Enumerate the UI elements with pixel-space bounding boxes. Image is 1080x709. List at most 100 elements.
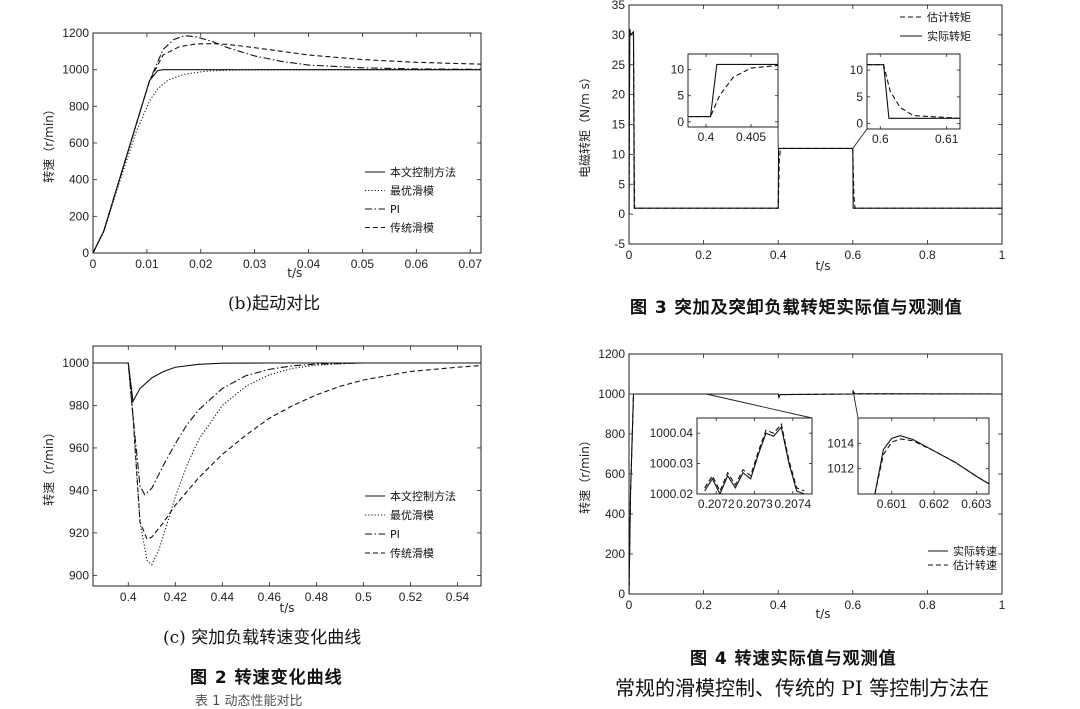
figure-2-title: 图 2 转速变化曲线 [190, 663, 343, 688]
torque-xtick-label: 0.2 [695, 248, 712, 262]
load-xtick-label: 0.4 [120, 590, 137, 604]
caption-load-speed: (c) 突加负载转速变化曲线 [163, 623, 361, 648]
start-y-axis-label: 转速（r/min） [41, 103, 56, 183]
speed_obs-xtick-label: 0.4 [770, 598, 787, 612]
start-plot-frame [93, 33, 481, 253]
torque-inset-xtick-label: 0.61 [935, 132, 959, 146]
torque-ytick-label: 10 [612, 147, 626, 161]
start-ytick-label: 800 [69, 99, 89, 113]
body-text-line: 常规的滑模控制、传统的 PI 等控制方法在 [615, 672, 989, 701]
load-xtick-label: 0.42 [164, 590, 188, 604]
torque-inset-ytick-label: 5 [677, 89, 684, 103]
speed_obs-legend-label: 实际转速 [953, 544, 997, 558]
torque-inset-ytick-label: 5 [856, 90, 863, 104]
load-ytick-label: 900 [69, 568, 89, 582]
caption-start-comparison: (b)起动对比 [228, 289, 320, 314]
torque-inset-ytick-label: 10 [850, 63, 864, 77]
start-x-axis-label: t/s [287, 266, 302, 280]
torque-y-axis-label: 电磁转矩（N/m s） [577, 71, 592, 178]
load-ytick-label: 980 [69, 398, 89, 412]
speed_obs-inset-xtick-label: 0.2074 [774, 497, 811, 511]
torque-ytick-label: 20 [612, 88, 626, 102]
start-xtick-label: 0 [90, 257, 97, 271]
load-legend-label: PI [390, 528, 400, 541]
torque-inset-xtick-label: 0.4 [698, 130, 715, 144]
torque-ytick-label: 35 [612, 0, 626, 12]
torque-xtick-label: 0 [626, 248, 633, 262]
speed_obs-ytick-label: 200 [605, 547, 625, 561]
torque-inset-xtick-label: 0.6 [872, 132, 889, 146]
speed_obs-inset-xtick-label: 0.602 [919, 497, 949, 511]
start-ytick-label: 0 [82, 246, 89, 260]
speed_obs-ytick-label: 0 [618, 587, 625, 601]
start-ytick-label: 600 [69, 136, 89, 150]
start-xtick-label: 0.03 [243, 257, 267, 271]
torque-xtick-label: 1 [999, 248, 1006, 262]
load-xtick-label: 0.48 [305, 590, 329, 604]
speed_obs-inset-ytick-label: 1000.02 [650, 487, 694, 501]
start-ytick-label: 1000 [62, 63, 89, 77]
torque-inset-ytick-label: 10 [671, 63, 685, 77]
speed_obs-inset-ytick-label: 1000.03 [650, 457, 694, 471]
start-xtick-label: 0.07 [459, 257, 483, 271]
speed_obs-ytick-label: 800 [605, 427, 625, 441]
speed_obs-y-axis-label: 转速（r/min） [577, 434, 592, 514]
speed_obs-ytick-label: 1000 [598, 387, 625, 401]
start-legend-label: 最优滑模 [390, 185, 434, 198]
speed_obs-inset-ytick-label: 1012 [827, 462, 854, 476]
speed_obs-inset-xtick-label: 0.2073 [736, 497, 773, 511]
speed_obs-ytick-label: 400 [605, 507, 625, 521]
speed_obs-legend-label: 估计转速 [953, 558, 997, 572]
load-xtick-label: 0.5 [355, 590, 372, 604]
start-legend-label: PI [390, 203, 400, 216]
start-ytick-label: 1200 [62, 26, 89, 40]
load-legend-label: 传统滑模 [390, 547, 434, 560]
start-xtick-label: 0.02 [189, 257, 213, 271]
start-xtick-label: 0.01 [135, 257, 159, 271]
start-ytick-label: 200 [69, 209, 89, 223]
start-legend-label: 本文控制方法 [390, 165, 456, 179]
start-ytick-label: 400 [69, 173, 89, 187]
table-caption-cut: 表 1 动态性能对比 [195, 690, 303, 709]
speed_obs-xtick-label: 0.8 [919, 598, 936, 612]
figure-4-title: 图 4 转速实际值与观测值 [690, 644, 897, 669]
torque-ytick-label: 30 [612, 28, 626, 42]
torque-inset-xtick-label: 0.405 [736, 130, 766, 144]
torque-ytick-label: -5 [614, 237, 625, 251]
speed_obs-inset-xtick-label: 0.603 [961, 497, 991, 511]
torque-ytick-label: 5 [618, 177, 625, 191]
start-legend-label: 传统滑模 [390, 222, 434, 235]
speed_obs-inset-ytick-label: 1014 [827, 436, 854, 450]
torque-ytick-label: 0 [618, 207, 625, 221]
torque-x-axis-label: t/s [815, 259, 830, 273]
load-ytick-label: 920 [69, 526, 89, 540]
torque-ytick-label: 15 [612, 118, 626, 132]
speed_obs-xtick-label: 0.6 [844, 598, 861, 612]
torque-inset-ytick-label: 0 [856, 117, 863, 131]
load-xtick-label: 0.52 [399, 590, 423, 604]
load-y-axis-label: 转速（r/min） [41, 426, 56, 506]
torque-legend-label: 估计转矩 [927, 10, 971, 24]
speed_obs-xtick-label: 0 [626, 598, 633, 612]
torque-legend-label: 实际转矩 [927, 29, 971, 43]
torque-inset-ytick-label: 0 [677, 115, 684, 129]
load-legend-label: 本文控制方法 [390, 489, 456, 503]
load-ytick-label: 940 [69, 483, 89, 497]
speed_obs-ytick-label: 1200 [598, 347, 625, 361]
start-xtick-label: 0.06 [405, 257, 429, 271]
start-xtick-label: 0.05 [351, 257, 375, 271]
load-x-axis-label: t/s [280, 601, 295, 615]
torque-xtick-label: 0.8 [919, 248, 936, 262]
torque-xtick-label: 0.6 [844, 248, 861, 262]
load-legend-label: 最优滑模 [390, 509, 434, 522]
speed_obs-x-axis-label: t/s [815, 607, 830, 621]
load-xtick-label: 0.54 [446, 590, 470, 604]
load-xtick-label: 0.46 [258, 590, 282, 604]
speed_obs-ytick-label: 600 [605, 467, 625, 481]
figure-3-title: 图 3 突加及突卸负载转矩实际值与观测值 [630, 293, 963, 318]
